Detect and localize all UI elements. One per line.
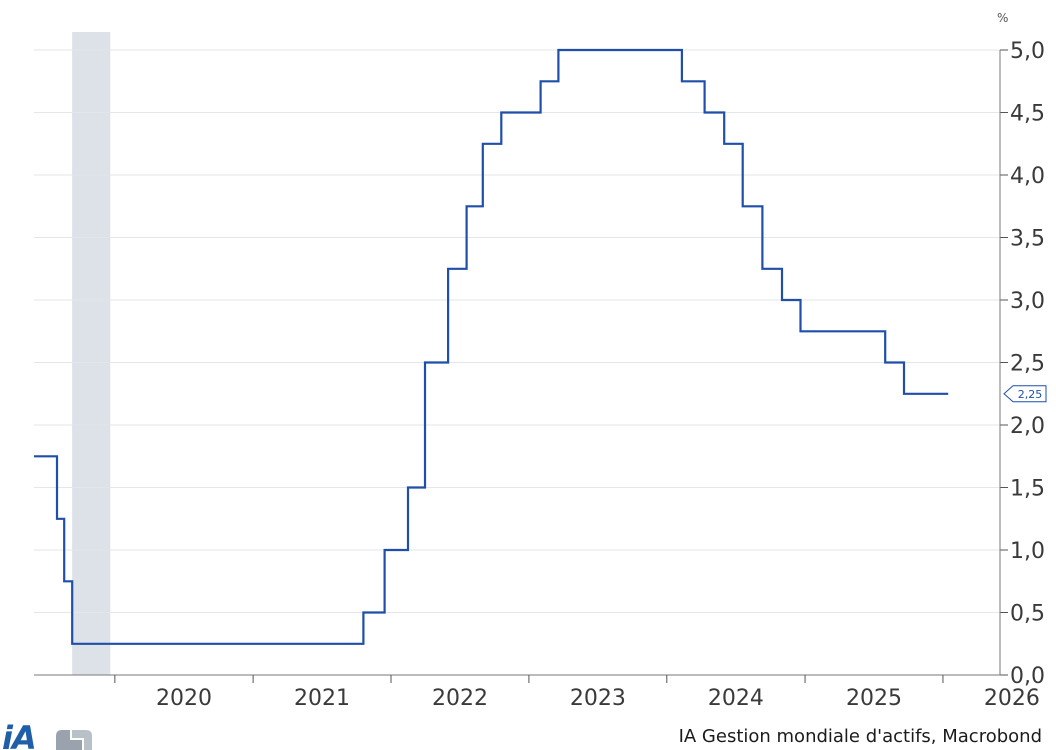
logo-mark-icon: [56, 730, 92, 750]
y-tick-label: 0,0: [1010, 664, 1045, 689]
y-tick-label: 3,5: [1010, 227, 1045, 252]
x-tick-label: 2026: [984, 686, 1040, 711]
y-tick-label: 4,0: [1010, 164, 1045, 189]
y-tick-label: 0,5: [1010, 602, 1045, 627]
y-unit-label: %: [997, 11, 1008, 25]
series-line: [34, 48, 949, 645]
recession-band-layer: [72, 32, 111, 675]
y-tick-label: 3,0: [1010, 289, 1045, 314]
ia-logo: iA: [2, 722, 112, 750]
last-value-badge: [1003, 385, 1047, 403]
x-tick-label: 2023: [570, 686, 626, 711]
logo-text: iA: [2, 722, 37, 750]
y-tick-label: 2,0: [1010, 414, 1045, 439]
x-tick-label: 2024: [708, 686, 764, 711]
y-tick-label: 2,5: [1010, 352, 1045, 377]
chart: 0,0 0,5 1,0 1,5 2,0 2,5 3,0 3,5 4,0 4,5 5,0% 2020 20…: [34, 11, 1047, 711]
series-layer: [34, 48, 949, 645]
y-tick-label: 5,0: [1010, 39, 1045, 64]
y-tick-label: 1,5: [1010, 477, 1045, 502]
source-note: IA Gestion mondiale d'actifs, Macrobond: [678, 726, 1042, 747]
x-tick-label: 2025: [846, 686, 902, 711]
last-value-label: 2,25: [1018, 388, 1043, 401]
recession-band: [72, 32, 111, 675]
x-tick-label: 2020: [156, 686, 212, 711]
y-tick-label: 1,0: [1010, 539, 1045, 564]
x-tick-label: 2021: [294, 686, 350, 711]
x-tick-label: 2022: [432, 686, 488, 711]
axis-layer: [34, 49, 1008, 683]
y-tick-label: 4,5: [1010, 102, 1045, 127]
label-layer: 0,0 0,5 1,0 1,5 2,0 2,5 3,0 3,5 4,0 4,5 5,0% 2020 20…: [156, 11, 1047, 711]
